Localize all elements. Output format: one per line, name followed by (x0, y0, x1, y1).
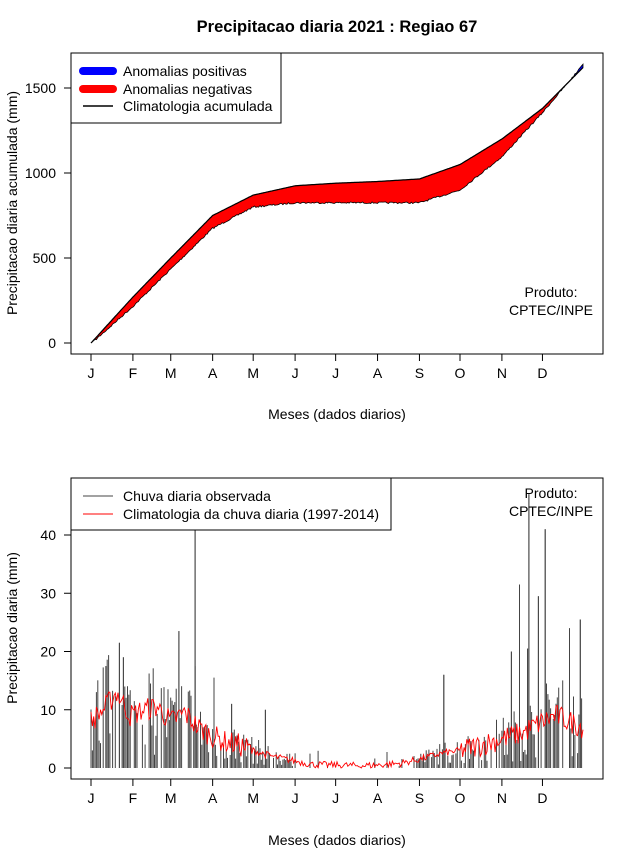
x-tick-label-bot-3: A (208, 790, 218, 806)
x-tick-label-top-5: J (292, 365, 299, 381)
x-tick-label-top-10: N (497, 365, 507, 381)
x-tick-label-bot-2: M (165, 790, 177, 806)
y-tick-label-top-2: 1000 (25, 165, 56, 181)
annotation-produto-bottom: Produto: (525, 485, 578, 501)
annotation-produto-top: Produto: (525, 284, 578, 300)
x-tick-label-bot-4: M (247, 790, 259, 806)
x-tick-label-bot-10: N (497, 790, 507, 806)
legend-box-bottom (70, 477, 392, 531)
cumulative-panel: J F M A M J J A S O N D 0 500 1000 1500 Meses (dados d… (4, 52, 604, 422)
y-tick-label-top-0: 0 (48, 335, 56, 351)
climatology-cumulative-line (90, 67, 584, 344)
y-axis-label-bottom: Precipitacao diaria (mm) (4, 552, 20, 704)
x-tick-label-bot-7: A (373, 790, 383, 806)
observed-daily-bars (90, 494, 583, 768)
legend-entry-climatology: Climatologia acumulada (123, 98, 273, 114)
x-tick-label-top-7: A (373, 365, 383, 381)
y-tick-label-bot-2: 20 (40, 644, 56, 660)
negative-anomaly-area (90, 85, 566, 344)
chart-title: Precipitacao diaria 2021 : Regiao 67 (197, 18, 478, 36)
y-tick-label-top-3: 1500 (25, 80, 56, 96)
x-tick-label-bot-11: D (537, 790, 547, 806)
x-tick-label-bot-5: J (292, 790, 299, 806)
x-tick-label-top-1: F (129, 365, 138, 381)
x-tick-label-top-11: D (537, 365, 547, 381)
x-tick-label-bot-1: F (129, 790, 138, 806)
y-tick-label-bot-0: 0 (48, 760, 56, 776)
x-axis-label-top: Meses (dados diarios) (268, 406, 406, 422)
annotation-cptec-bottom: CPTEC/INPE (509, 503, 593, 519)
x-tick-label-top-6: J (332, 365, 339, 381)
x-tick-label-top-3: A (208, 365, 218, 381)
x-tick-label-top-2: M (165, 365, 177, 381)
x-tick-label-top-0: J (88, 365, 95, 381)
x-tick-label-bot-9: O (455, 790, 466, 806)
climatology-daily-line (90, 691, 584, 769)
x-tick-label-bot-6: J (332, 790, 339, 806)
y-axis-label-top: Precipitacao diaria acumulada (mm) (4, 91, 20, 315)
legend-entry-observed: Chuva diaria observada (123, 488, 271, 504)
annotation-cptec-top: CPTEC/INPE (509, 302, 593, 318)
legend-entry-positive: Anomalias positivas (123, 63, 247, 79)
daily-panel: J F M A M J J A S O N D 0 10 20 30 40 Meses (dados diar… (4, 477, 604, 848)
y-tick-label-bot-4: 40 (40, 527, 56, 543)
y-tick-label-bot-3: 30 (40, 585, 56, 601)
x-tick-label-top-4: M (247, 365, 259, 381)
legend-top: Anomalias positivas Anomalias negativas … (70, 52, 282, 124)
x-tick-label-bot-8: S (415, 790, 424, 806)
y-axis-top: 0 500 1000 1500 (25, 80, 72, 351)
x-tick-label-top-9: O (455, 365, 466, 381)
legend-entry-climatology-daily: Climatologia da chuva diaria (1997-2014) (123, 506, 379, 522)
x-tick-label-bot-0: J (88, 790, 95, 806)
y-tick-label-top-1: 500 (33, 250, 57, 266)
y-axis-bottom: 0 10 20 30 40 (40, 527, 72, 776)
x-axis-label-bottom: Meses (dados diarios) (268, 832, 406, 848)
y-tick-label-bot-1: 10 (40, 702, 56, 718)
legend-bottom: Chuva diaria observada Climatologia da c… (70, 477, 392, 531)
x-tick-label-top-8: S (415, 365, 424, 381)
legend-entry-negative: Anomalias negativas (123, 81, 252, 97)
